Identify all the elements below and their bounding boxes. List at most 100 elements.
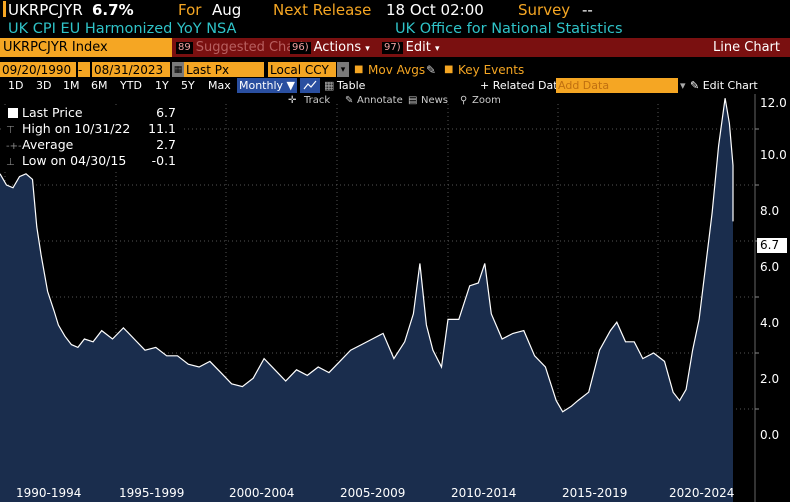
- key-events-checkbox[interactable]: ■: [444, 64, 454, 75]
- period-toolbar: 1D 3D 1M 6M YTD 1Y 5Y Max Monthly ▼ ▦ Ta…: [0, 78, 790, 93]
- last-price-swatch: [8, 108, 18, 118]
- ticker: UKRPCJYR: [3, 0, 83, 20]
- edit-chart-icon: ✎: [690, 79, 700, 92]
- edit-caret-icon: ▾: [434, 44, 440, 54]
- x-tick-label: 1990-1994: [16, 486, 82, 500]
- y-tick-label: 2.0: [760, 372, 780, 386]
- low-marker-icon: ⊥: [6, 157, 15, 168]
- y-tick-label: 0.0: [760, 428, 780, 442]
- legend-value: -0.1: [151, 153, 176, 168]
- legend-label: Low on 04/30/15: [22, 153, 127, 168]
- line-chart-glyph: [303, 80, 317, 90]
- legend-value: 2.7: [156, 137, 176, 152]
- y-tick-label: 10.0: [760, 148, 787, 162]
- legend-item-average[interactable]: -+- Average 2.7: [4, 137, 182, 153]
- period-1m[interactable]: 1M: [63, 79, 80, 92]
- track-button[interactable]: Track: [304, 95, 331, 106]
- high-marker-icon: ⊤: [6, 125, 15, 136]
- index-field[interactable]: UKRPCJYR Index: [0, 38, 172, 57]
- last-value-marker: 6.7: [757, 238, 787, 253]
- line-chart-icon[interactable]: [300, 78, 320, 93]
- period-ytd[interactable]: YTD: [120, 79, 142, 92]
- y-tick-label: 12.0: [760, 96, 787, 110]
- frequency-label: Monthly: [238, 79, 284, 92]
- add-data-input[interactable]: Add Data: [556, 78, 678, 93]
- period-5y[interactable]: 5Y: [181, 79, 195, 92]
- security-description: UK CPI EU Harmonized YoY NSA UK Office f…: [0, 20, 790, 38]
- period-3d[interactable]: 3D: [36, 79, 52, 92]
- suggested-label: Suggested Charts: [195, 40, 312, 55]
- x-tick-label: 2005-2009: [340, 486, 406, 500]
- security-source: UK Office for National Statistics: [395, 21, 623, 37]
- currency-select[interactable]: Local CCY: [268, 62, 336, 77]
- legend-value: 6.7: [156, 105, 176, 120]
- survey-value: --: [582, 1, 593, 19]
- date-separator: -: [78, 62, 90, 77]
- zoom-icon[interactable]: ⚲: [460, 95, 468, 106]
- main-toolbar: UKRPCJYR Index 89 Suggested Charts 96) Act…: [0, 38, 790, 57]
- x-tick-label: 2015-2019: [562, 486, 628, 500]
- chart-type-label: Line Chart: [713, 40, 780, 55]
- frequency-select[interactable]: Monthly ▼: [237, 78, 297, 93]
- security-header: UKRPCJYR 6.7% For Aug Next Release 18 Oc…: [0, 0, 790, 20]
- add-data-dropdown-icon[interactable]: ▾: [680, 79, 686, 92]
- currency-dropdown-icon[interactable]: ▾: [337, 62, 349, 77]
- legend: Last Price 6.7 ⊤ High on 10/31/22 11.1 -…: [4, 105, 182, 171]
- news-button[interactable]: News: [421, 95, 449, 106]
- legend-label: Average: [22, 137, 74, 152]
- period-1d[interactable]: 1D: [8, 79, 24, 92]
- mov-avgs-checkbox[interactable]: ■: [354, 64, 364, 75]
- period-6m[interactable]: 6M: [91, 79, 108, 92]
- x-tick-label: 2010-2014: [451, 486, 517, 500]
- y-tick-label: 8.0: [760, 204, 780, 218]
- x-tick-label: 2000-2004: [229, 486, 295, 500]
- annotate-button[interactable]: Annotate: [357, 95, 403, 106]
- zoom-button[interactable]: Zoom: [472, 95, 501, 106]
- actions-num: 96): [290, 42, 311, 54]
- calendar-icon[interactable]: ▦: [172, 62, 184, 77]
- annotate-icon[interactable]: ✎: [345, 95, 354, 106]
- track-icon[interactable]: ✛: [288, 95, 297, 106]
- legend-item-last-price[interactable]: Last Price 6.7: [4, 105, 182, 121]
- period-1y[interactable]: 1Y: [155, 79, 169, 92]
- legend-item-low[interactable]: ⊥ Low on 04/30/15 -0.1: [4, 153, 182, 169]
- legend-label: High on 10/31/22: [22, 121, 131, 136]
- x-tick-label: 1995-1999: [119, 486, 185, 500]
- table-icon[interactable]: ▦: [324, 79, 335, 92]
- next-release-value: 18 Oct 02:00: [386, 1, 484, 19]
- legend-item-high[interactable]: ⊤ High on 10/31/22 11.1: [4, 121, 182, 137]
- actions-label: Actions: [313, 40, 362, 55]
- security-name: UK CPI EU Harmonized YoY NSA: [8, 21, 237, 37]
- last-price: 6.7%: [92, 1, 134, 19]
- suggested-num: 89: [176, 42, 193, 54]
- actions-menu[interactable]: 96) Actions ▾: [290, 38, 370, 59]
- pencil-icon[interactable]: ✎: [426, 63, 437, 77]
- price-line: [0, 98, 734, 413]
- field-select[interactable]: Last Px: [184, 62, 264, 77]
- related-data-button[interactable]: + Related Dat: [480, 79, 558, 92]
- next-release-label: Next Release: [273, 1, 372, 19]
- actions-caret-icon: ▾: [365, 44, 370, 54]
- table-button[interactable]: Table: [337, 79, 366, 92]
- ticker-label: UKRPCJYR: [8, 1, 83, 19]
- edit-menu[interactable]: 97) Edit ▾: [382, 38, 440, 59]
- legend-label: Last Price: [22, 105, 83, 120]
- price-chart[interactable]: [0, 94, 790, 502]
- chart-tools: ✛ Track ✎ Annotate ▤ News ⚲ Zoom: [0, 94, 790, 108]
- legend-value: 11.1: [148, 121, 176, 136]
- frequency-caret-icon: ▼: [286, 79, 295, 92]
- mov-avgs-label: Mov Avgs: [368, 63, 426, 77]
- ticker-marker: [3, 1, 6, 17]
- survey-label: Survey: [518, 1, 571, 19]
- period-max[interactable]: Max: [208, 79, 231, 92]
- start-date-input[interactable]: 09/20/1990: [0, 62, 76, 77]
- for-label: For: [178, 1, 202, 19]
- edit-label: Edit: [405, 40, 431, 55]
- news-icon[interactable]: ▤: [408, 95, 418, 106]
- key-events-label: Key Events: [458, 63, 525, 77]
- average-marker-icon: -+-: [6, 141, 22, 152]
- end-date-input[interactable]: 08/31/2023: [92, 62, 170, 77]
- y-tick-label: 6.0: [760, 260, 780, 274]
- edit-chart-button[interactable]: ✎ Edit Chart: [690, 78, 758, 93]
- suggested-charts-button[interactable]: 89 Suggested Charts: [176, 38, 311, 57]
